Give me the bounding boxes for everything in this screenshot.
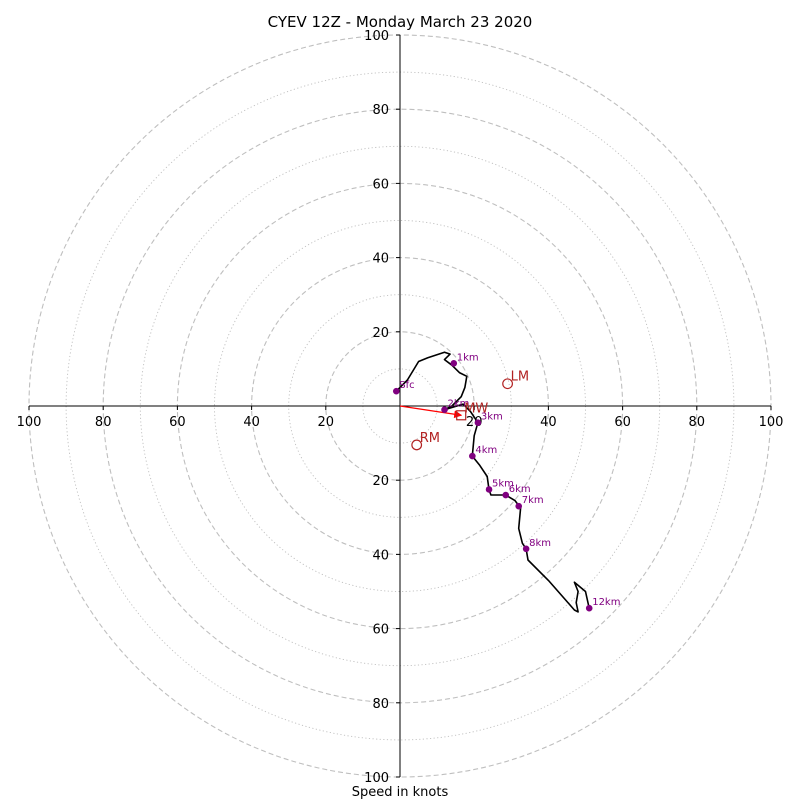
y-tick-label: 40 — [372, 252, 389, 267]
storm-motion-rm-label: RM — [420, 431, 440, 446]
height-point-12km-label: 12km — [592, 597, 620, 608]
storm-motion-lm-label: LM — [511, 370, 529, 385]
height-point-2km — [441, 406, 448, 414]
x-tick-label: 100 — [17, 415, 42, 430]
y-tick-label: 80 — [372, 103, 389, 118]
height-point-3km — [474, 419, 482, 426]
y-tick-label: 40 — [372, 548, 389, 563]
storm-motion-mw — [456, 410, 467, 421]
height-point-7km — [515, 502, 523, 510]
mean-wind-arrow — [399, 405, 463, 419]
y-tick-label: 100 — [364, 771, 389, 786]
height-point-1km-label: 1km — [457, 352, 479, 363]
height-point-6km-label: 6km — [509, 484, 531, 495]
x-tick-label: 60 — [614, 415, 631, 430]
storm-motion-mw-label: MW — [464, 401, 488, 416]
height-point-3km-label: 3km — [481, 412, 503, 423]
height-point-6km — [502, 491, 510, 499]
x-tick-label: 100 — [759, 415, 784, 430]
x-tick-label: 40 — [243, 415, 260, 430]
height-point-4km — [469, 452, 476, 460]
height-point-2km-label: 2km — [448, 399, 470, 410]
height-point-sfc-label: Sfc — [399, 380, 414, 391]
height-point-8km-label: 8km — [529, 538, 551, 549]
y-tick-label: 80 — [372, 697, 389, 712]
chart-title: CYEV 12Z - Monday March 23 2020 — [268, 13, 533, 31]
height-point-1km — [450, 360, 458, 367]
height-point-4km-label: 4km — [475, 445, 497, 456]
x-axis-label: Speed in knots — [352, 785, 449, 800]
y-tick-label: 60 — [372, 177, 389, 192]
height-point-8km — [522, 545, 530, 553]
height-point-12km — [585, 604, 593, 612]
height-point-5km — [485, 486, 493, 493]
x-tick-label: 40 — [540, 415, 557, 430]
x-tick-label: 80 — [689, 415, 706, 430]
storm-motion-rm — [411, 439, 423, 451]
x-tick-label: 20 — [318, 415, 335, 430]
x-tick-label: 60 — [169, 415, 186, 430]
y-tick-label: 60 — [372, 623, 389, 638]
height-point-5km-label: 5km — [492, 478, 514, 489]
height-point-7km-label: 7km — [522, 495, 544, 506]
y-tick-label: 20 — [372, 474, 389, 489]
x-tick-label: 20 — [466, 415, 483, 430]
hodograph-line — [395, 351, 590, 613]
x-tick-label: 80 — [95, 415, 112, 430]
height-point-sfc — [392, 387, 400, 395]
y-tick-label: 100 — [364, 29, 389, 44]
storm-motion-lm — [502, 378, 513, 390]
y-tick-label: 20 — [372, 326, 389, 341]
